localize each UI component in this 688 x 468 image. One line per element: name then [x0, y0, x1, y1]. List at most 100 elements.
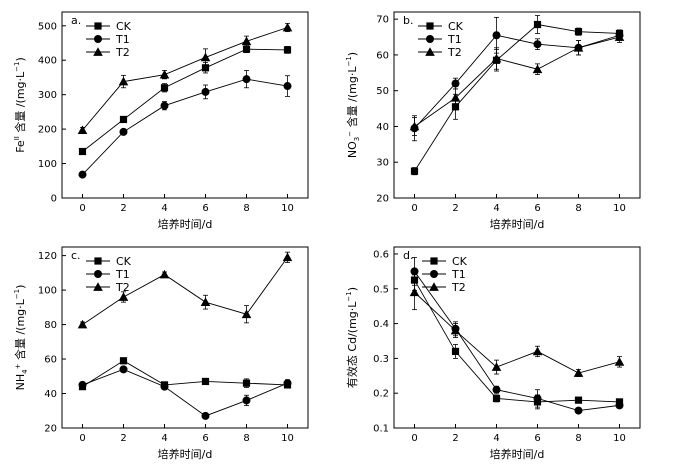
legend-label: T1 [115, 268, 130, 281]
x-tick-label: 4 [161, 433, 167, 444]
legend-marker [94, 257, 102, 265]
series-line [414, 291, 620, 374]
data-point [491, 362, 502, 371]
y-label-superscript: II [13, 136, 21, 140]
x-axis-label: 培养时间/d [490, 447, 545, 461]
legend-marker [426, 35, 434, 43]
data-point [409, 287, 420, 297]
data-point [574, 406, 583, 415]
plot-frame [393, 11, 641, 199]
x-tick-label: 0 [79, 203, 85, 214]
series-line [414, 36, 620, 127]
y-tick-label: 50 [376, 86, 389, 97]
data-point [574, 28, 583, 36]
data-point [119, 365, 128, 374]
data-point [118, 76, 129, 86]
y-label-close: ) [346, 287, 359, 291]
series-line [82, 360, 288, 388]
legend-marker [94, 22, 102, 30]
y-tick-label: 60 [44, 355, 57, 366]
y-label-exponent: −1 [13, 62, 21, 72]
data-point [200, 297, 211, 307]
series-ck [410, 269, 624, 410]
y-tick-label: 20 [44, 424, 57, 435]
data-point [242, 379, 251, 387]
x-tick-label: 10 [281, 433, 294, 444]
plot-frame [393, 246, 641, 429]
legend-marker [93, 47, 103, 56]
data-point [573, 368, 584, 377]
data-point [242, 75, 251, 84]
data-point [159, 269, 170, 279]
data-point [282, 22, 293, 32]
x-tick-label: 4 [493, 433, 499, 444]
y-tick-label: 0.2 [373, 389, 389, 400]
panel-label: b. [403, 14, 413, 27]
y-label-unit: 含量 /(mg·L [13, 71, 27, 136]
x-tick-label: 8 [243, 433, 249, 444]
data-point [533, 40, 542, 49]
x-tick-label: 2 [120, 433, 126, 444]
x-tick-label: 8 [575, 203, 581, 214]
legend-label: CK [116, 20, 132, 33]
data-point [451, 79, 460, 88]
data-point [491, 53, 502, 63]
y-tick-label: 80 [44, 320, 57, 331]
y-label-close: ) [14, 285, 27, 289]
plot-frame [61, 11, 309, 199]
x-tick-label: 10 [613, 203, 626, 214]
data-point [119, 357, 128, 365]
data-point [573, 42, 584, 52]
data-point [492, 394, 501, 403]
y-label-unit: 含量 /(mg·L [13, 298, 27, 363]
y-label-species: NO [346, 141, 359, 158]
series-line [82, 368, 288, 417]
y-tick-label: 200 [38, 125, 57, 136]
legend-marker [93, 282, 103, 291]
data-point [77, 319, 88, 329]
y-tick-label: 20 [376, 194, 389, 205]
data-point [160, 84, 169, 92]
data-point [283, 82, 292, 91]
data-point [492, 31, 501, 40]
y-label-close: ) [14, 57, 27, 61]
data-point [201, 411, 210, 420]
y-axis-label: NH4+ 含量 /(mg·L−1) [13, 285, 29, 391]
x-tick-label: 0 [411, 433, 417, 444]
data-point [409, 121, 420, 131]
legend-label: T2 [115, 46, 130, 59]
x-tick-label: 2 [120, 203, 126, 214]
y-axis-label: NO3− 含量 /(mg·L−1) [345, 52, 361, 158]
data-point [78, 170, 87, 179]
y-tick-label: 70 [376, 15, 389, 26]
series-t2 [77, 22, 293, 134]
panel-label: a. [71, 14, 81, 27]
x-tick-label: 6 [534, 203, 540, 214]
y-tick-label: 0.6 [373, 249, 389, 260]
x-tick-label: 10 [281, 203, 294, 214]
y-axis-label: 有效态 Cd/(mg·L−1) [345, 287, 359, 388]
data-point [410, 267, 419, 276]
data-point [78, 147, 87, 156]
legend-label: CK [452, 255, 468, 268]
y-label-species: Fe [14, 140, 27, 153]
data-point [614, 357, 625, 366]
data-point [282, 252, 293, 262]
legend-label: T2 [115, 281, 130, 294]
panel-b: 0 2 4 6 8 10 20 30 40 50 60 70 b. 培养时间/d NO3− 含量 /(mg·… [345, 11, 641, 231]
data-point [200, 52, 211, 62]
data-point [533, 394, 542, 403]
series-line [82, 27, 288, 131]
legend-marker [430, 270, 438, 278]
legend-label: CK [448, 20, 464, 33]
y-label-close: ) [346, 52, 359, 56]
x-tick-label: 10 [613, 433, 626, 444]
series-t1 [78, 365, 292, 420]
y-label-unit: 含量 /(mg·L [345, 66, 359, 131]
data-point [283, 379, 292, 388]
data-point [615, 401, 624, 410]
